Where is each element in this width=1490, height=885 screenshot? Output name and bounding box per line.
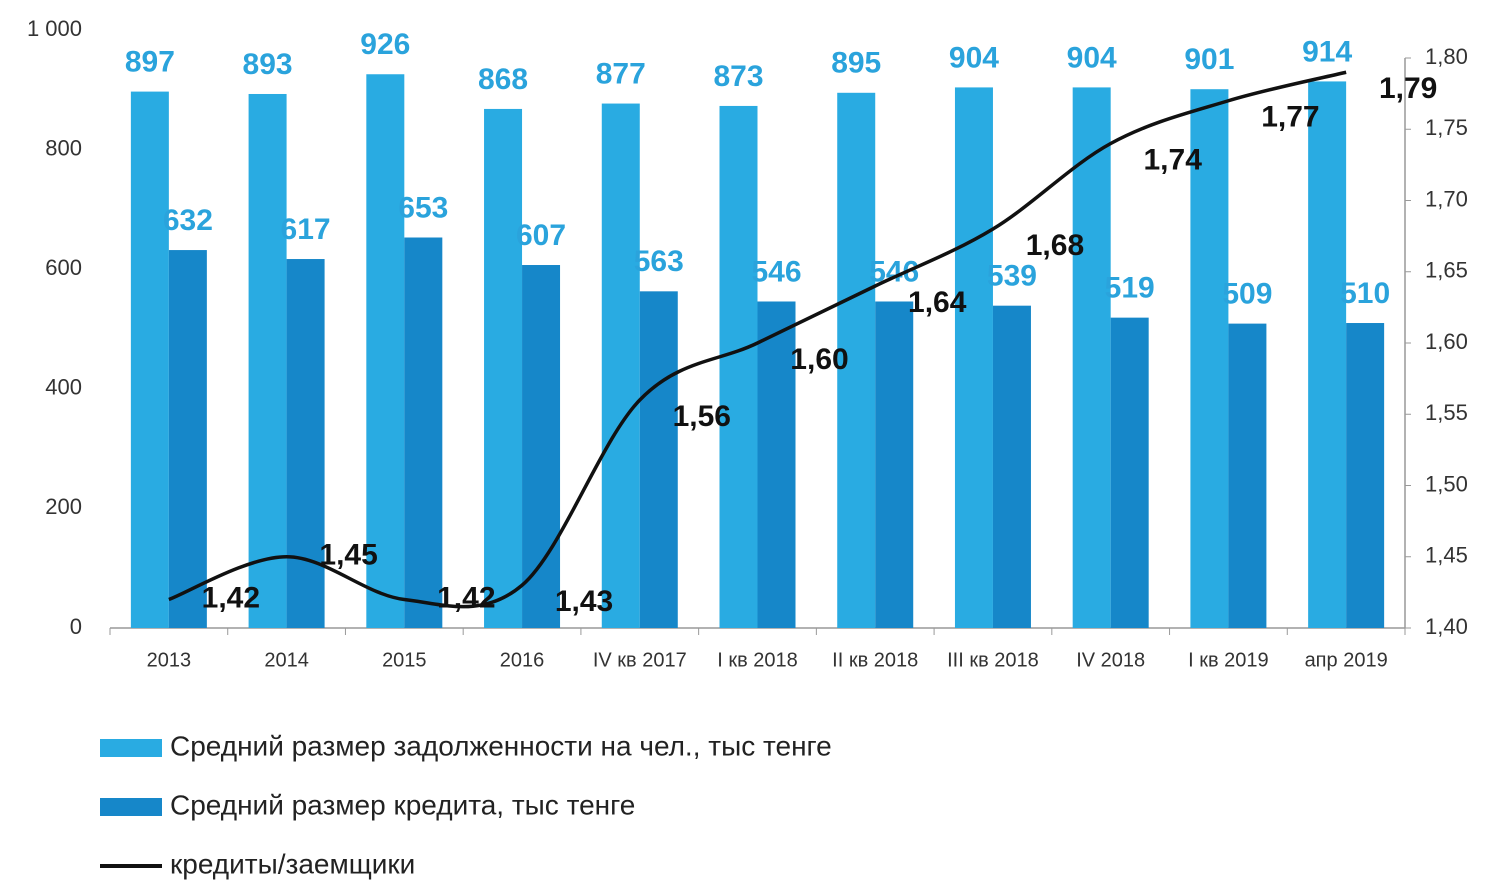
y-tick-label: 1 000 xyxy=(27,16,82,41)
bar xyxy=(1346,323,1385,628)
bar-label: 868 xyxy=(478,63,528,96)
bar xyxy=(366,74,405,628)
bar xyxy=(1228,323,1267,628)
bar-label: 926 xyxy=(360,28,410,61)
y2-tick-label: 1,45 xyxy=(1425,543,1468,568)
x-tick-label: II кв 2018 xyxy=(832,649,918,671)
bar-label: 653 xyxy=(398,191,448,224)
bar xyxy=(1110,317,1149,628)
bar xyxy=(601,103,640,628)
bar xyxy=(1190,89,1229,628)
bar-label: 901 xyxy=(1184,43,1234,76)
line-label: 1,60 xyxy=(790,343,848,376)
x-tick-label: I кв 2019 xyxy=(1188,649,1269,671)
line-label: 1,45 xyxy=(319,539,377,572)
bar-label: 509 xyxy=(1222,278,1272,311)
bar-label: 893 xyxy=(243,48,293,81)
line-label: 1,79 xyxy=(1379,72,1437,105)
bar-label: 546 xyxy=(751,255,801,288)
legend-label: кредиты/заемщики xyxy=(170,848,415,879)
bar-label: 546 xyxy=(869,255,919,288)
line-label: 1,77 xyxy=(1261,101,1319,134)
legend-label: Средний размер задолженности на чел., ты… xyxy=(170,730,832,761)
bar-label: 510 xyxy=(1340,277,1390,310)
bar-label: 895 xyxy=(831,47,881,80)
legend-marker xyxy=(100,739,162,757)
line-label: 1,68 xyxy=(1026,229,1084,262)
y2-tick-label: 1,65 xyxy=(1425,258,1468,283)
bar xyxy=(639,291,678,628)
y2-tick-label: 1,80 xyxy=(1425,44,1468,69)
y2-tick-label: 1,50 xyxy=(1425,471,1468,496)
y2-tick-label: 1,75 xyxy=(1425,115,1468,140)
y2-tick-label: 1,40 xyxy=(1425,614,1468,639)
bar xyxy=(954,87,993,628)
x-tick-label: IV 2018 xyxy=(1076,649,1145,671)
bar xyxy=(757,301,796,628)
line-label: 1,42 xyxy=(437,581,495,614)
bar xyxy=(286,259,325,628)
bar-label: 904 xyxy=(949,41,999,74)
bar-label: 519 xyxy=(1105,272,1155,305)
bar xyxy=(992,305,1031,628)
bar xyxy=(719,105,758,629)
x-tick-label: 2015 xyxy=(382,649,427,671)
bar xyxy=(522,265,561,628)
bar-label: 897 xyxy=(125,46,175,79)
bar-label: 914 xyxy=(1302,35,1352,68)
line-label: 1,74 xyxy=(1143,143,1202,176)
y-tick-label: 200 xyxy=(45,494,82,519)
x-tick-label: I кв 2018 xyxy=(717,649,798,671)
bar xyxy=(168,250,207,628)
x-tick-label: апр 2019 xyxy=(1305,649,1388,671)
bar xyxy=(484,108,523,629)
x-tick-label: IV кв 2017 xyxy=(593,649,687,671)
line-label: 1,64 xyxy=(908,286,967,319)
legend-marker xyxy=(100,798,162,816)
bar xyxy=(837,92,876,629)
x-tick-label: 2014 xyxy=(264,649,309,671)
legend-label: Средний размер кредита, тыс тенге xyxy=(170,789,635,820)
bar xyxy=(875,301,914,628)
bar-label: 904 xyxy=(1067,41,1117,74)
bar xyxy=(130,91,169,629)
line-label: 1,43 xyxy=(555,585,613,618)
y-tick-label: 600 xyxy=(45,255,82,280)
bar-label: 607 xyxy=(516,219,566,252)
bar-label: 632 xyxy=(163,204,213,237)
y2-tick-label: 1,70 xyxy=(1425,186,1468,211)
bar xyxy=(248,93,287,628)
bar-label: 617 xyxy=(281,213,331,246)
x-tick-label: III кв 2018 xyxy=(947,649,1039,671)
bar-label: 873 xyxy=(713,60,763,93)
y-tick-label: 400 xyxy=(45,375,82,400)
bar xyxy=(1308,81,1347,629)
bar-label: 539 xyxy=(987,260,1037,293)
y-tick-label: 0 xyxy=(70,614,82,639)
line-label: 1,42 xyxy=(202,581,260,614)
line xyxy=(168,70,1347,609)
bar xyxy=(1072,87,1111,628)
x-tick-label: 2013 xyxy=(147,649,192,671)
bar-label: 877 xyxy=(596,57,646,90)
y2-tick-label: 1,55 xyxy=(1425,400,1468,425)
x-tick-label: 2016 xyxy=(500,649,545,671)
y2-tick-label: 1,60 xyxy=(1425,329,1468,354)
bar-label: 563 xyxy=(634,245,684,278)
line-label: 1,56 xyxy=(673,400,731,433)
y-tick-label: 800 xyxy=(45,135,82,160)
bar xyxy=(404,237,443,629)
